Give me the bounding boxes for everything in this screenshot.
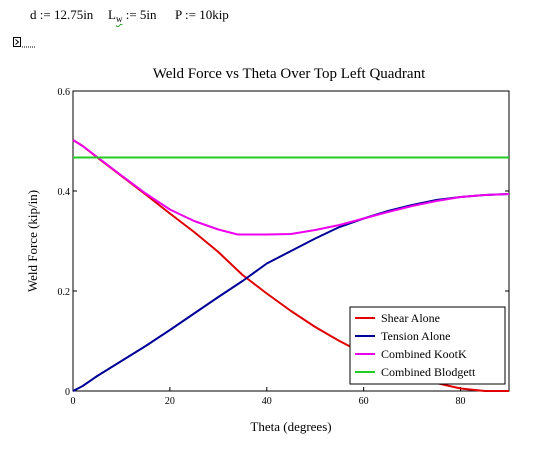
variable-d[interactable]: d := 12.75in [30, 7, 94, 22]
legend: Shear Alone Tension Alone Combined KootK Co… [349, 306, 506, 385]
variable-lw[interactable]: Lw := 5in [108, 7, 157, 24]
variable-p[interactable]: P := 10kip [175, 7, 229, 22]
axis-ticks: 0 20 40 60 80 0 0.2 0.4 0.6 [58, 87, 509, 407]
x-tick-label: 40 [262, 396, 272, 407]
plot-frame [72, 90, 510, 392]
legend-entry-tension-alone: Tension Alone [381, 329, 451, 343]
y-tick-label: 0.6 [58, 87, 71, 98]
y-tick-label: 0.2 [58, 287, 71, 298]
y-tick-label: 0 [65, 387, 70, 398]
variable-lw-subscript: w [115, 14, 123, 24]
variable-lw-name: L [108, 7, 116, 22]
legend-box [349, 306, 506, 385]
x-axis-label: Theta (degrees) [250, 419, 331, 434]
y-axis-label: Weld Force (kip/in) [25, 190, 40, 292]
legend-entry-combined-blodgett: Combined Blodgett [381, 365, 476, 379]
legend-entry-shear-alone: Shear Alone [381, 311, 440, 325]
x-tick-label: 20 [165, 396, 175, 407]
variable-lw-value: := 5in [125, 7, 157, 22]
y-tick-label: 0.4 [58, 187, 71, 198]
legend-entry-combined-kootk: Combined KootK [381, 347, 467, 361]
x-tick-label: 60 [359, 396, 369, 407]
chart-title: Weld Force vs Theta Over Top Left Quadra… [153, 66, 426, 82]
collapsed-region-icon[interactable] [13, 37, 35, 49]
x-tick-label: 80 [456, 396, 466, 407]
series-line-combined-kootk [72, 139, 510, 236]
x-tick-label: 0 [71, 396, 76, 407]
